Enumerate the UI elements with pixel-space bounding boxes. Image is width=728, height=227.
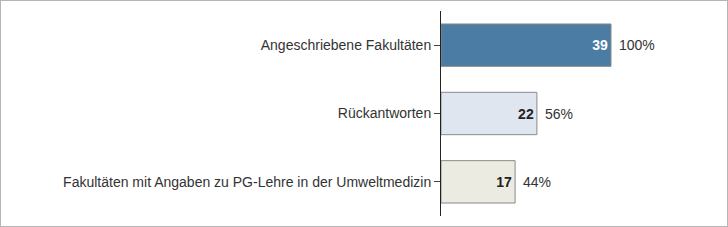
svg-text:39: 39	[592, 37, 608, 53]
svg-text:56%: 56%	[545, 106, 573, 122]
svg-text:22: 22	[518, 106, 534, 122]
svg-text:100%: 100%	[619, 37, 655, 53]
svg-text:Rückantworten: Rückantworten	[338, 105, 431, 121]
svg-text:Fakultäten mit Angaben zu PG-L: Fakultäten mit Angaben zu PG-Lehre in de…	[63, 174, 431, 190]
svg-text:44%: 44%	[523, 174, 551, 190]
svg-text:17: 17	[496, 174, 512, 190]
svg-text:Angeschriebene Fakultäten: Angeschriebene Fakultäten	[261, 37, 431, 53]
